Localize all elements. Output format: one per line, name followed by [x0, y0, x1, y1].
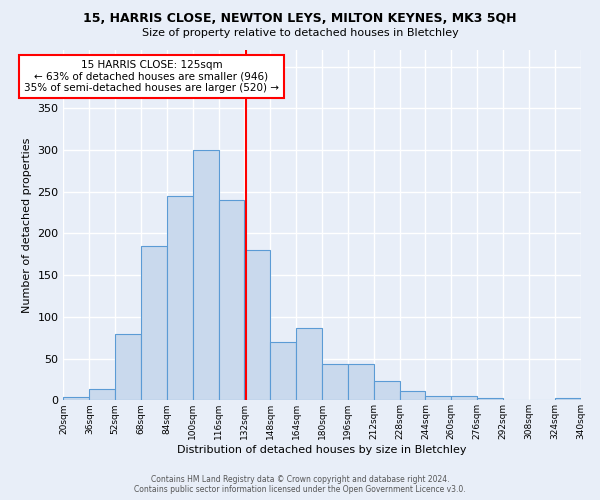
Text: Size of property relative to detached houses in Bletchley: Size of property relative to detached ho… [142, 28, 458, 38]
Text: 15 HARRIS CLOSE: 125sqm
← 63% of detached houses are smaller (946)
35% of semi-d: 15 HARRIS CLOSE: 125sqm ← 63% of detache… [24, 60, 279, 93]
Bar [348, 364, 374, 401]
Bar [89, 388, 115, 400]
Bar [296, 328, 322, 400]
Bar [425, 396, 451, 400]
Bar [167, 196, 193, 400]
X-axis label: Distribution of detached houses by size in Bletchley: Distribution of detached houses by size … [177, 445, 467, 455]
Text: 15, HARRIS CLOSE, NEWTON LEYS, MILTON KEYNES, MK3 5QH: 15, HARRIS CLOSE, NEWTON LEYS, MILTON KE… [83, 12, 517, 26]
Bar [270, 342, 296, 400]
Y-axis label: Number of detached properties: Number of detached properties [22, 138, 32, 313]
Text: Contains HM Land Registry data © Crown copyright and database right 2024.
Contai: Contains HM Land Registry data © Crown c… [134, 474, 466, 494]
Bar [322, 364, 348, 401]
Bar [554, 398, 581, 400]
Bar [193, 150, 218, 401]
Bar [218, 200, 244, 400]
Bar [400, 391, 425, 400]
Bar [477, 398, 503, 400]
Bar [64, 397, 89, 400]
Bar [115, 334, 141, 400]
Bar [141, 246, 167, 400]
Bar [244, 250, 270, 400]
Bar [374, 381, 400, 400]
Bar [451, 396, 477, 400]
